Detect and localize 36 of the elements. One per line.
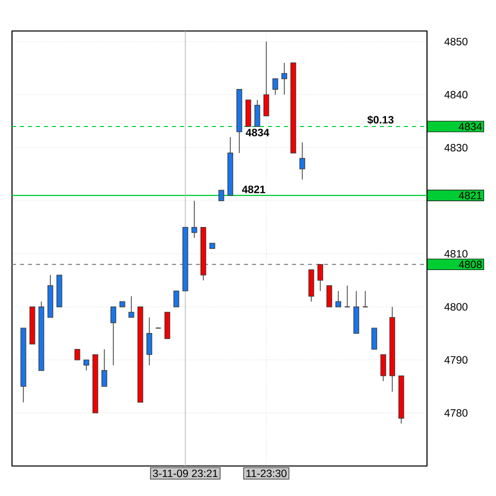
annotation: 4834 [246,128,270,136]
candlestick [317,264,324,292]
candlestick [146,317,152,366]
candlestick [191,200,198,238]
x-tick-label: 3-11-09 23:21 [152,470,218,478]
candlestick [335,290,342,308]
ref-line-label: 4834 [458,122,482,130]
annotation: $0.13 [367,116,394,124]
candlestick [83,360,90,371]
candlestick [101,348,108,387]
y-tick-label: 4780 [444,409,468,417]
candlestick [254,100,260,127]
candlestick [299,142,306,180]
y-tick-label: 4810 [444,250,468,258]
candlestick [326,285,332,308]
y-tick-label: 4850 [444,38,468,46]
y-tick-label: 4790 [444,356,468,364]
y-tick-label: 4830 [444,144,468,152]
x-tick-label: 11-23:30 [246,470,287,478]
candlestick [344,285,350,308]
y-tick-label: 4840 [444,90,468,98]
candlestick [128,296,134,318]
annotation: 4821 [242,186,266,194]
ref-line-label: 4808 [458,260,482,268]
candlestick [74,348,80,360]
ref-line-label: 4821 [458,192,482,200]
candlestick [380,354,386,382]
y-tick-label: 4800 [444,303,468,311]
candlestick [218,190,224,202]
candlestick [371,328,378,350]
candlestick [272,78,278,96]
candlestick [173,290,180,308]
candlestick [110,306,116,366]
candlestick [263,41,270,116]
candlestick [281,62,288,96]
candlestick [362,290,368,308]
